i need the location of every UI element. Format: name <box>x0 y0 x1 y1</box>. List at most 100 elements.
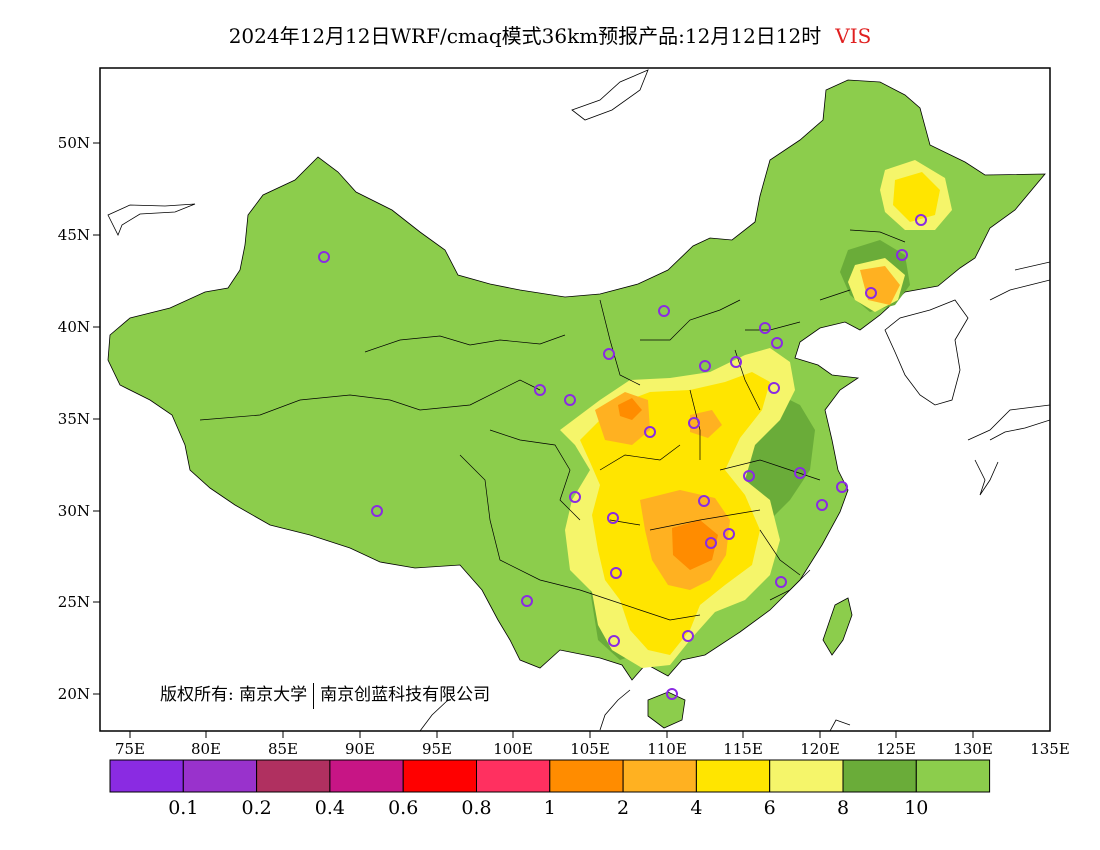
station-marker <box>666 688 678 700</box>
lat-label: 25N <box>58 593 90 611</box>
lat-label: 45N <box>58 226 90 244</box>
longitude-ticks <box>129 731 974 738</box>
japan-coastline <box>967 404 1050 496</box>
lon-label: 105E <box>570 740 610 758</box>
latitude-ticks <box>93 142 100 695</box>
ne-coast-russia <box>989 261 1050 301</box>
station-markers <box>318 214 927 700</box>
lat-label: 35N <box>58 410 90 428</box>
latitude-labels: 20N 25N 30N 35N 40N 45N 50N <box>58 134 90 703</box>
sakhalin-coastline <box>571 69 649 121</box>
china-landmass <box>107 79 1046 681</box>
colorbar-label: 0.8 <box>461 797 491 819</box>
station-marker <box>688 417 700 429</box>
lon-label: 85E <box>268 740 298 758</box>
station-marker <box>759 322 771 334</box>
lon-label: 95E <box>422 740 452 758</box>
station-marker <box>534 384 546 396</box>
station-marker <box>836 481 848 493</box>
station-marker <box>699 360 711 372</box>
colorbar-swatch <box>256 759 331 793</box>
copyright-right: 南京创蓝科技有限公司 <box>320 685 491 705</box>
colorbar-swatch <box>769 759 844 793</box>
station-marker <box>521 595 533 607</box>
lon-label: 135E <box>1030 740 1070 758</box>
station-marker <box>610 567 622 579</box>
colorbar-labels: 0.1 0.2 0.4 0.6 0.8 1 2 4 6 8 10 <box>168 797 928 819</box>
colorbar-swatch <box>622 759 697 793</box>
colorbar-label: 1 <box>544 797 556 819</box>
station-marker <box>865 287 877 299</box>
lat-label: 40N <box>58 318 90 336</box>
map-title: 2024年12月12日WRF/cmaq模式36km预报产品:12月12日12时 V… <box>0 20 1100 49</box>
lat-label: 50N <box>58 134 90 152</box>
title-main: 2024年12月12日WRF/cmaq模式36km预报产品:12月12日12时 <box>228 24 822 48</box>
station-marker <box>896 249 908 261</box>
colorbar-label: 6 <box>764 797 776 819</box>
colorbar-swatch <box>549 759 624 793</box>
colorbar-swatch <box>476 759 551 793</box>
korea-coastline <box>884 299 969 406</box>
copyright-notice: 版权所有: 南京大学 南京创蓝科技有限公司 <box>160 680 490 709</box>
station-marker <box>318 251 330 263</box>
title-variable: VIS <box>835 24 872 48</box>
vietnam-coastline <box>419 689 851 731</box>
station-marker <box>682 630 694 642</box>
station-marker <box>569 491 581 503</box>
lon-label: 100E <box>493 740 533 758</box>
station-marker <box>603 348 615 360</box>
colorbar-swatch <box>402 759 478 793</box>
colorbar-swatch <box>915 759 991 793</box>
lon-label: 110E <box>647 740 687 758</box>
lon-label: 80E <box>191 740 221 758</box>
copyright-separator <box>313 682 315 709</box>
vis-zone-2-north <box>618 398 642 420</box>
vis-zone-4-liaoning <box>860 266 900 305</box>
vis-zone-6-northeast <box>893 172 940 222</box>
station-marker <box>768 382 780 394</box>
station-marker <box>723 528 735 540</box>
station-marker <box>607 512 619 524</box>
colorbar-swatch <box>695 759 771 793</box>
colorbar-label: 8 <box>837 797 849 819</box>
colorbar <box>109 759 991 793</box>
hainan-island <box>647 691 686 729</box>
station-marker <box>730 356 742 368</box>
lake-balkhash <box>107 203 196 236</box>
colorbar-label: 0.6 <box>388 797 418 819</box>
map-body <box>107 69 1050 731</box>
lon-label: 130E <box>953 740 993 758</box>
taiwan-island <box>822 597 853 656</box>
lon-label: 115E <box>723 740 763 758</box>
colorbar-label: 2 <box>617 797 629 819</box>
lat-label: 30N <box>58 502 90 520</box>
station-marker <box>371 505 383 517</box>
longitude-labels: 75E 80E 85E 90E 95E 100E 105E 110E 115E … <box>115 740 1070 758</box>
colorbar-label: 0.4 <box>315 797 345 819</box>
station-marker <box>698 495 710 507</box>
station-marker <box>644 426 656 438</box>
station-marker <box>794 467 806 479</box>
colorbar-label: 0.1 <box>168 797 198 819</box>
colorbar-swatch <box>182 759 258 793</box>
station-marker <box>915 214 927 226</box>
vis-zone-4-henan <box>690 410 722 438</box>
vis-zone-2-hunan <box>672 520 718 570</box>
colorbar-swatch <box>842 759 917 793</box>
station-marker <box>608 635 620 647</box>
lon-label: 125E <box>876 740 916 758</box>
station-marker <box>564 394 576 406</box>
lat-label: 20N <box>58 685 90 703</box>
station-marker <box>816 499 828 511</box>
colorbar-label: 4 <box>690 797 702 819</box>
station-marker <box>771 337 783 349</box>
copyright-left: 版权所有: 南京大学 <box>160 685 308 705</box>
lon-label: 120E <box>800 740 840 758</box>
colorbar-swatch <box>109 759 184 793</box>
map-frame <box>99 67 1051 732</box>
lon-label: 90E <box>345 740 375 758</box>
colorbar-label: 0.2 <box>241 797 271 819</box>
station-marker <box>705 537 717 549</box>
station-marker <box>658 305 670 317</box>
